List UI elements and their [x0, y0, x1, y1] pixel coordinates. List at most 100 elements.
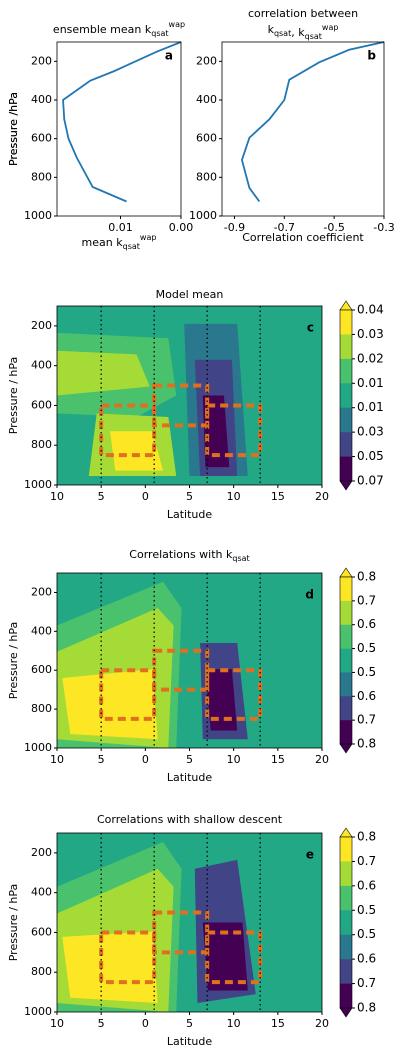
panel-title: correlation between [248, 7, 358, 20]
panel-title-text: , k [291, 26, 305, 39]
panel-title: Model mean [156, 288, 224, 301]
colorbar-tick-label: 0.04 [357, 303, 384, 317]
colorbar-tick-label: 0.7 [357, 593, 376, 607]
x-tick-label: 10 [50, 1017, 64, 1030]
y-tick-label: 800 [31, 965, 52, 978]
colorbar-tick-label: 0.03 [357, 425, 384, 439]
contour-fill [202, 922, 248, 991]
x-tick-label: 15 [271, 1017, 285, 1030]
panel-title-text: Model mean [156, 288, 224, 301]
axes-frame [56, 41, 182, 217]
colorbar-swatch [340, 696, 352, 721]
x-axis-label: Latitude [167, 771, 213, 784]
colorbar-tick-label: 0.8 [357, 1001, 376, 1015]
axes-frame [221, 41, 385, 217]
x-axis-label: Latitude [167, 508, 213, 521]
y-axis-label: Pressure / hPa [7, 622, 20, 700]
colorbar-swatch [340, 720, 352, 745]
colorbar-swatch [340, 600, 352, 626]
x-axis-label-text: Latitude [167, 771, 213, 784]
y-axis-label: Pressure /hPa [7, 92, 20, 166]
region-box [205, 930, 263, 985]
colorbar-swatch [340, 910, 352, 936]
x-axis-label-sup: wap [140, 233, 157, 242]
x-tick-label: 10 [227, 1017, 241, 1030]
panel-label: c [307, 321, 314, 335]
x-tick-label: 5 [98, 1017, 105, 1030]
colorbar-swatch [340, 648, 352, 673]
x-tick-label: -0.7 [274, 221, 295, 234]
region-box [205, 668, 263, 721]
panel-title: Correlations with shallow descent [97, 813, 283, 826]
colorbar-swatch [340, 334, 352, 360]
y-tick-label: 800 [31, 170, 52, 183]
y-tick-label: 600 [31, 132, 52, 145]
colorbar-extend [339, 1007, 353, 1018]
contour-fill [202, 395, 230, 468]
x-axis-label: Correlation coefficient [242, 231, 364, 244]
y-tick-label: 800 [31, 438, 52, 451]
x-tick-label: -0.3 [373, 221, 394, 234]
colorbar-tick-label: 0.07 [357, 474, 384, 488]
profile-line [240, 41, 385, 203]
colorbar-swatch [340, 577, 352, 602]
colorbar-tick-label: 0.7 [357, 713, 376, 727]
panel-title-sub: qsat [232, 554, 249, 563]
panel-label: b [367, 49, 376, 63]
y-tick-label: 600 [31, 925, 52, 938]
panel-label: d [305, 588, 314, 602]
panel-title-text: Correlations with shallow descent [97, 813, 283, 826]
region-box [99, 668, 157, 721]
colorbar-tick-label: 0.5 [357, 903, 376, 917]
x-axis-label: mean kqsatwap [82, 233, 157, 251]
colorbar-tick-label: 0.8 [357, 570, 376, 584]
colorbar-swatch [340, 861, 352, 887]
panel-title-sup: wap [169, 20, 186, 29]
y-tick-label: 200 [31, 319, 52, 332]
y-tick-label: 1000 [189, 209, 217, 222]
panel-title: kqsat, kqsatwap [268, 23, 339, 41]
y-tick-label: 1000 [24, 1005, 52, 1018]
x-axis-label-sub: qsat [123, 242, 140, 251]
y-tick-label: 600 [31, 663, 52, 676]
panel-title-text: Correlations with k [129, 548, 233, 561]
y-tick-label: 200 [31, 846, 52, 859]
x-tick-label: 5 [186, 753, 193, 766]
panel-title-sub: qsat [274, 29, 291, 38]
y-axis-label: Pressure / hPa [7, 357, 20, 435]
colorbar-swatch [340, 959, 352, 984]
x-axis-label-text: Latitude [167, 508, 213, 521]
panel-title: ensemble mean kqsatwap [53, 20, 185, 38]
x-tick-label: 10 [50, 753, 64, 766]
x-tick-label: 5 [98, 490, 105, 503]
panel-label: a [165, 49, 173, 63]
panel-title-sub: qsat [305, 32, 322, 41]
x-tick-label: -0.9 [224, 221, 245, 234]
colorbar-swatch [340, 934, 352, 960]
x-tick-label: 20 [315, 490, 329, 503]
colorbar-extend [339, 300, 353, 311]
colorbar-tick-label: 0.6 [357, 878, 376, 892]
panel-title-text: ensemble mean k [53, 23, 152, 36]
x-axis-label: Latitude [167, 1035, 213, 1048]
y-tick-label: 800 [196, 170, 217, 183]
x-tick-label: 0 [142, 1017, 149, 1030]
x-tick-label: 0.01 [108, 221, 133, 234]
y-tick-label: 400 [31, 93, 52, 106]
panel-title-sub: qsat [151, 29, 168, 38]
colorbar-swatch [340, 310, 352, 335]
x-tick-label: 15 [271, 753, 285, 766]
x-tick-label: 10 [227, 753, 241, 766]
region-box [99, 403, 157, 458]
panel-title: Correlations with kqsat [129, 548, 249, 563]
colorbar-tick-label: 0.01 [357, 376, 384, 390]
colorbar-swatch [340, 672, 352, 697]
colorbar-swatch [340, 983, 352, 1009]
x-tick-label: 5 [186, 1017, 193, 1030]
colorbar-tick-label: 0.7 [357, 976, 376, 990]
colorbar-swatch [340, 407, 352, 433]
y-tick-label: 800 [31, 702, 52, 715]
colorbar-tick-label: 0.5 [357, 927, 376, 941]
colorbar-tick-label: 0.8 [357, 830, 376, 844]
contour-fill [62, 669, 158, 740]
